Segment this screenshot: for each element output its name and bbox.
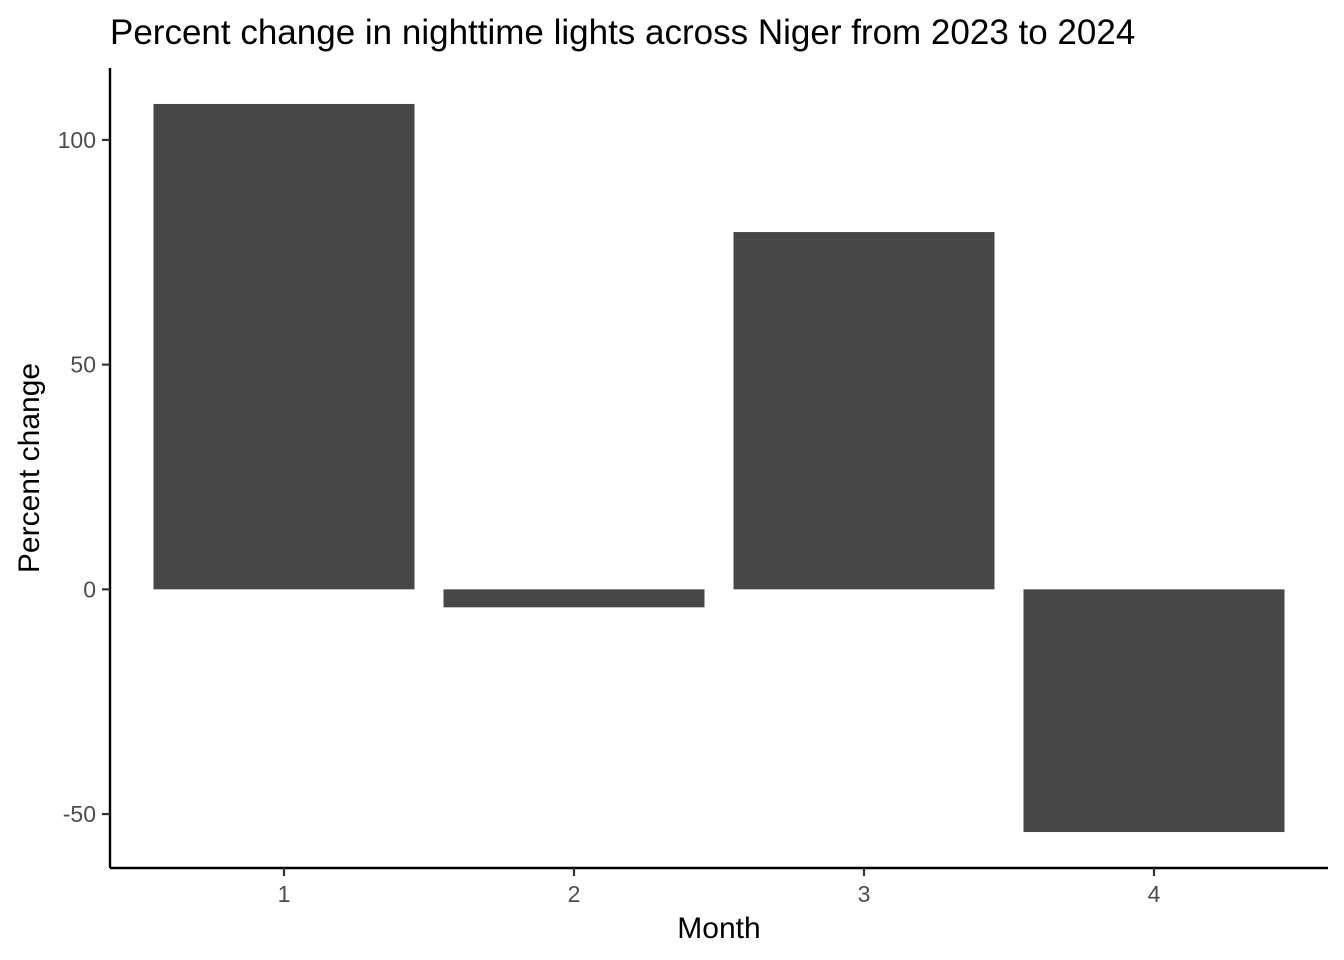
- x-tick-label: 4: [1148, 881, 1161, 907]
- bar-month-2: [443, 589, 705, 608]
- chart-title: Percent change in nighttime lights acros…: [110, 13, 1135, 52]
- y-axis-ticks: -50 0 50 100: [58, 127, 110, 827]
- y-axis-title: Percent change: [13, 363, 46, 573]
- bar-month-4: [1023, 589, 1285, 833]
- x-axis-ticks: 1 2 3 4: [278, 868, 1161, 907]
- bar-month-3: [733, 232, 995, 590]
- y-tick-label: 0: [83, 576, 96, 602]
- x-tick-label: 2: [568, 881, 581, 907]
- y-tick-label: -50: [63, 801, 96, 827]
- bar-month-1: [153, 103, 415, 590]
- x-tick-label: 1: [278, 881, 291, 907]
- y-tick-label: 100: [58, 127, 96, 153]
- bar-group: [153, 103, 1285, 833]
- y-tick-label: 50: [70, 352, 96, 378]
- x-tick-label: 3: [858, 881, 871, 907]
- x-axis-title: Month: [677, 912, 760, 945]
